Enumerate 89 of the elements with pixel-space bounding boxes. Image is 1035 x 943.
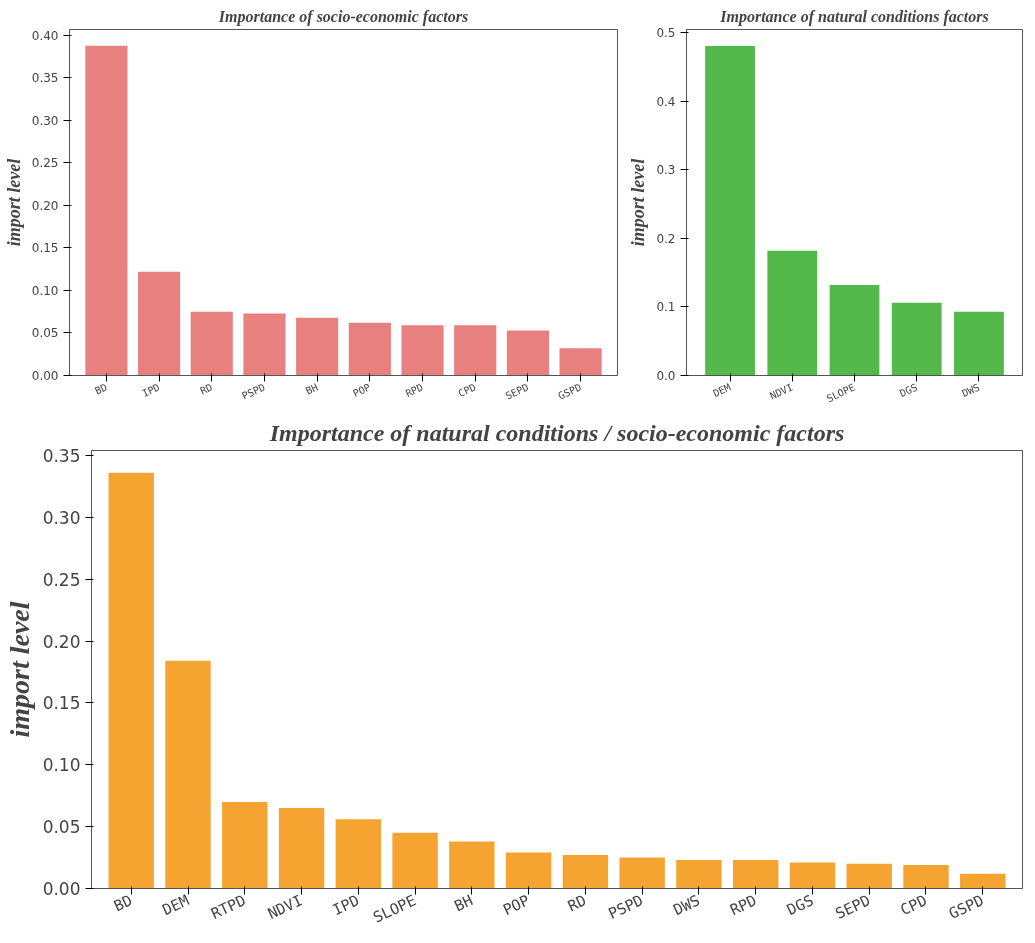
x-tick-label: RPD <box>403 381 425 400</box>
y-tick-label: 0.2 <box>656 231 676 246</box>
y-tick-label: 0.05 <box>42 817 81 838</box>
y-tick-label: 0.40 <box>31 28 59 43</box>
bar <box>559 348 602 376</box>
y-tick-label: 0.05 <box>31 326 59 341</box>
chart-title: Importance of natural conditions factors <box>719 7 989 26</box>
x-tick-label: RTPD <box>208 891 249 923</box>
y-axis-title: import level <box>628 158 649 247</box>
bar <box>789 862 836 889</box>
y-tick-label: 0.0 <box>656 369 676 383</box>
x-tick-label: DWS <box>670 891 703 920</box>
x-tick-label: DGS <box>784 891 817 920</box>
x-tick-label: SEPD <box>503 381 531 402</box>
y-tick-label: 0.20 <box>31 198 59 213</box>
y-tick-label: 0.15 <box>42 693 81 714</box>
bar <box>732 860 779 889</box>
x-tick-label: IPD <box>140 381 162 400</box>
bar <box>85 45 128 376</box>
y-tick-label: 0.00 <box>42 879 81 899</box>
x-tick-label: SEPD <box>832 891 874 923</box>
x-tick-label: GSPD <box>946 891 987 923</box>
bar <box>903 864 949 889</box>
y-tick-label: 0.35 <box>31 71 59 86</box>
bar <box>891 302 942 376</box>
bar <box>676 860 722 889</box>
bar <box>243 313 286 376</box>
y-tick-label: 0.00 <box>31 369 59 383</box>
y-tick-label: 0.10 <box>42 755 81 776</box>
bar <box>108 472 154 889</box>
x-tick-label: POP <box>351 381 373 400</box>
bar <box>138 271 181 376</box>
x-tick-label: PSPD <box>605 891 646 923</box>
x-tick-label: BH <box>303 381 320 397</box>
bar <box>165 660 211 889</box>
y-tick-label: 0.20 <box>42 631 81 652</box>
x-tick-label: CPD <box>456 381 478 400</box>
x-tick-label: POP <box>500 891 533 920</box>
x-tick-label: NDVI <box>265 891 306 923</box>
y-tick-label: 0.4 <box>656 94 676 109</box>
bar <box>829 285 880 376</box>
bar <box>348 322 391 376</box>
bar <box>954 311 1004 376</box>
y-tick-label: 0.3 <box>656 163 676 178</box>
bar <box>401 325 444 376</box>
y-axis-title: import level <box>3 158 24 247</box>
y-tick-label: 0.30 <box>42 507 81 528</box>
y-tick-label: 0.1 <box>656 300 676 315</box>
bar <box>562 855 609 889</box>
x-tick-label: BH <box>451 891 476 916</box>
x-tick-label: GSPD <box>556 381 583 402</box>
bar <box>767 250 818 376</box>
x-tick-label: RD <box>198 381 215 397</box>
y-tick-label: 0.25 <box>31 156 59 171</box>
x-tick-label: DWS <box>960 381 982 400</box>
y-tick-label: 0.30 <box>31 113 59 128</box>
bar <box>190 311 233 376</box>
bar <box>960 873 1006 889</box>
x-tick-label: CPD <box>897 891 930 920</box>
y-tick-label: 0.10 <box>31 283 59 298</box>
bar <box>335 819 382 889</box>
chart-title: Importance of natural conditions / socio-economic factors <box>268 419 845 446</box>
bar <box>296 317 339 376</box>
y-axis-title: import level <box>3 601 35 738</box>
chart-title: Importance of socio-economic factors <box>217 7 469 26</box>
x-tick-label: RD <box>565 891 590 916</box>
bar <box>278 808 325 889</box>
x-tick-label: BD <box>93 381 109 397</box>
bar <box>619 857 665 889</box>
bar <box>846 863 892 889</box>
x-tick-label: PSPD <box>240 381 267 402</box>
y-tick-label: 0.5 <box>656 26 676 41</box>
y-tick-label: 0.15 <box>31 241 59 256</box>
x-tick-label: IPD <box>329 891 363 920</box>
x-tick-label: DGS <box>898 381 920 400</box>
bar <box>222 801 268 889</box>
bar <box>392 832 438 889</box>
x-tick-label: RPD <box>727 891 760 920</box>
bar <box>454 325 497 376</box>
x-tick-label: DEM <box>159 891 192 920</box>
y-tick-label: 0.35 <box>42 445 81 466</box>
bar <box>506 330 549 376</box>
x-tick-label: BD <box>111 891 136 916</box>
bar <box>505 852 552 889</box>
y-tick-label: 0.25 <box>42 569 81 590</box>
bar <box>449 841 495 889</box>
x-tick-label: DEM <box>711 381 733 400</box>
bar <box>705 45 755 376</box>
x-tick-label: NDVI <box>768 381 795 402</box>
